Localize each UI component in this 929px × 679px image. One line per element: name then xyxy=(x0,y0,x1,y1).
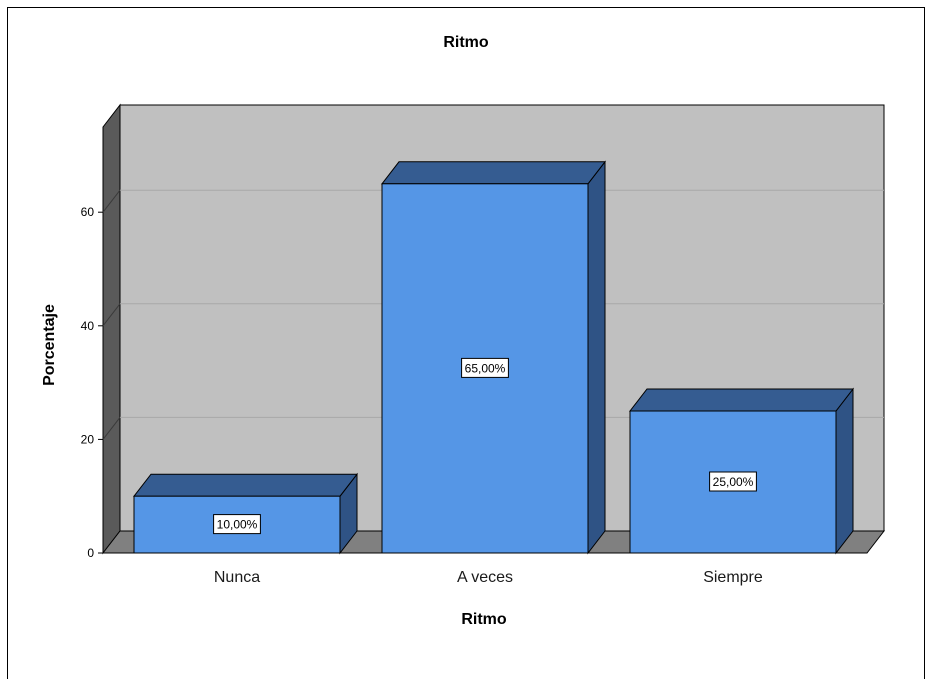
bar-top xyxy=(380,161,607,185)
bar-top xyxy=(628,388,855,412)
side-wall xyxy=(102,103,121,555)
chart-title: Ritmo xyxy=(443,34,489,51)
gridline-side xyxy=(102,417,121,440)
y-tick-label: 20 xyxy=(81,432,95,446)
data-label: 25,00% xyxy=(713,475,754,489)
x-axis-title: Ritmo xyxy=(461,611,507,628)
gridline-side xyxy=(102,189,121,213)
x-axis-categories: Nunca A veces Siempre xyxy=(214,569,763,586)
bars: 10,00% 65,00% 25,00% xyxy=(132,160,855,555)
bar-a-veces: 65,00% xyxy=(380,160,607,555)
y-tick-label: 0 xyxy=(87,546,94,560)
gridline-side xyxy=(102,303,121,327)
y-axis-ticks: 0 20 40 60 xyxy=(81,205,103,560)
data-label: 65,00% xyxy=(465,361,506,375)
category-label: A veces xyxy=(457,569,513,586)
y-axis-title: Porcentaje xyxy=(41,304,58,386)
bar-side xyxy=(587,160,606,555)
data-label-box xyxy=(213,514,261,535)
data-label-box xyxy=(709,471,757,492)
bar-siempre: 25,00% xyxy=(628,387,855,555)
bar-top xyxy=(132,473,359,497)
category-label: Siempre xyxy=(703,569,763,586)
data-label: 10,00% xyxy=(217,518,258,532)
y-tick-label: 60 xyxy=(81,205,95,219)
y-tick-label: 40 xyxy=(81,319,95,333)
data-label-box xyxy=(461,357,509,378)
chart-frame xyxy=(7,7,925,679)
bar-nunca: 10,00% xyxy=(132,472,359,555)
bar-side xyxy=(835,387,854,555)
category-label: Nunca xyxy=(214,569,260,586)
